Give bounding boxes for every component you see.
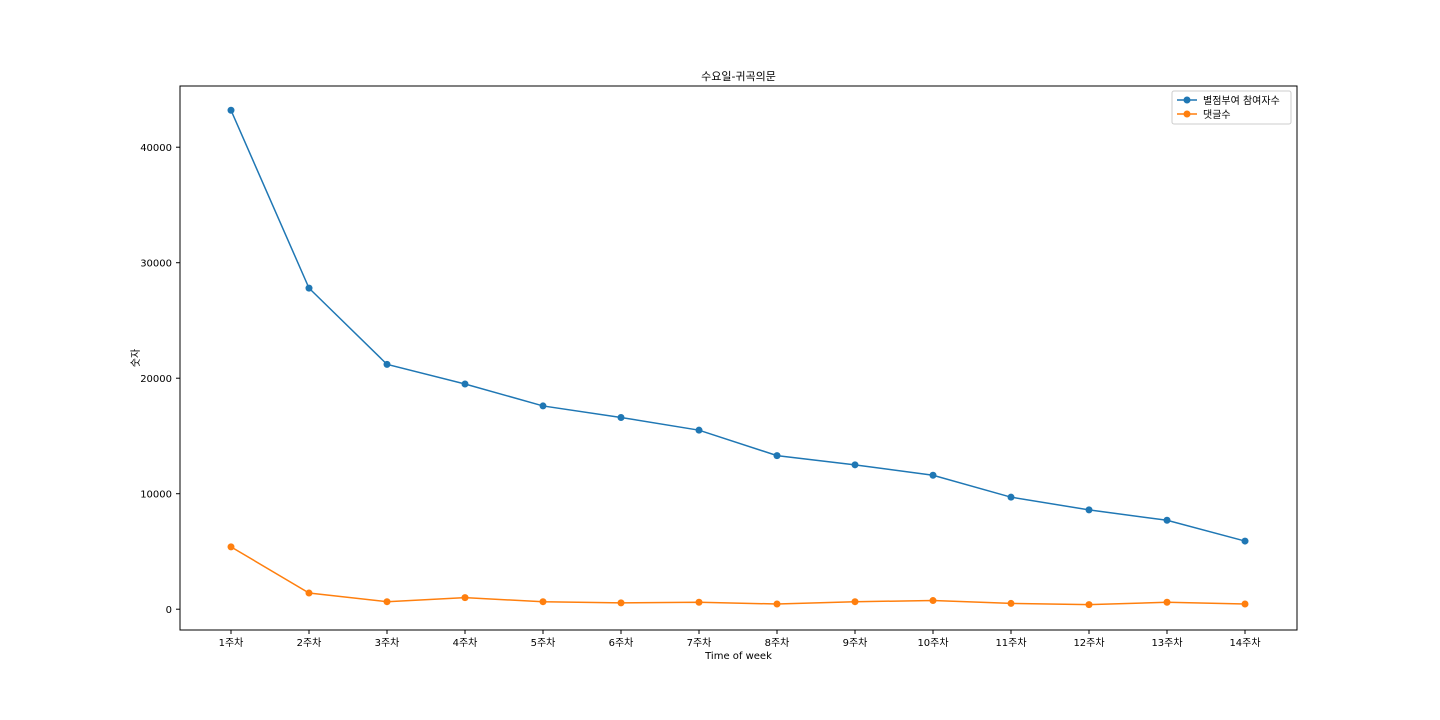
x-tick-label: 6주차 (609, 637, 634, 649)
x-tick-label: 12주차 (1073, 637, 1104, 649)
x-tick-label: 7주차 (687, 637, 712, 649)
data-point (1085, 601, 1093, 609)
y-tick-label: 0 (166, 605, 172, 616)
data-point (929, 597, 937, 605)
data-point (1007, 599, 1015, 607)
data-point (539, 598, 547, 606)
series-0 (227, 106, 1249, 545)
data-point (695, 598, 703, 606)
x-axis-label: Time of week (704, 651, 772, 662)
data-point (617, 413, 625, 421)
y-tick-label: 10000 (140, 490, 172, 501)
data-point (461, 594, 469, 602)
plot-area-frame (179, 85, 1298, 631)
data-point (773, 452, 781, 460)
x-tick-label: 8주차 (765, 637, 790, 649)
x-tick-label: 13주차 (1151, 637, 1182, 649)
data-point (305, 284, 313, 292)
data-point (773, 600, 781, 608)
series-line (230, 546, 1246, 606)
x-tick-label: 10주차 (917, 637, 948, 649)
x-tick-label: 2주차 (297, 637, 322, 649)
data-point (383, 598, 391, 606)
x-tick-label: 14주차 (1229, 637, 1260, 649)
legend-marker (1183, 110, 1191, 118)
legend-marker (1183, 96, 1191, 104)
data-point (383, 360, 391, 368)
x-axis-ticks: 1주차 2주차 3주차 4주차 5주차 6주차 7주차 8주차 9주차 10주차 11주차 12주차 1… (219, 630, 1261, 649)
x-tick-label: 4주차 (453, 637, 478, 649)
x-tick-label: 1주차 (219, 637, 244, 649)
data-point (929, 471, 937, 479)
data-point (1085, 506, 1093, 514)
data-point (1241, 537, 1249, 545)
legend-label: 댓글수 (1203, 109, 1231, 121)
y-axis-ticks: 0 10000 20000 30000 40000 (140, 143, 180, 616)
chart-title: 수요일-귀곡의문 (701, 69, 776, 83)
y-axis-label: 숫자 (130, 349, 142, 367)
legend-label: 별점부여 참여자수 (1203, 95, 1280, 107)
x-tick-label: 5주차 (531, 637, 556, 649)
data-point (851, 598, 859, 606)
y-tick-label: 30000 (140, 259, 172, 270)
x-tick-label: 9주차 (843, 637, 868, 649)
series-1 (227, 543, 1249, 609)
legend-entry: 댓글수 (1177, 109, 1231, 121)
y-tick-label: 20000 (140, 374, 172, 385)
data-point (617, 599, 625, 607)
data-point (1007, 493, 1015, 501)
data-point (227, 106, 235, 114)
data-point (695, 426, 703, 434)
legend-entry: 별점부여 참여자수 (1177, 95, 1280, 107)
data-point (1163, 516, 1171, 524)
x-tick-label: 3주차 (375, 637, 400, 649)
data-point (461, 380, 469, 388)
series-line (230, 109, 1246, 542)
data-point (305, 589, 313, 597)
data-point (227, 543, 235, 551)
data-point (539, 402, 547, 410)
y-tick-label: 40000 (140, 143, 172, 154)
data-point (1163, 598, 1171, 606)
legend-box (1171, 90, 1292, 125)
series-layer (227, 106, 1249, 609)
data-point (851, 461, 859, 469)
x-tick-label: 11주차 (995, 637, 1026, 649)
data-point (1241, 600, 1249, 608)
